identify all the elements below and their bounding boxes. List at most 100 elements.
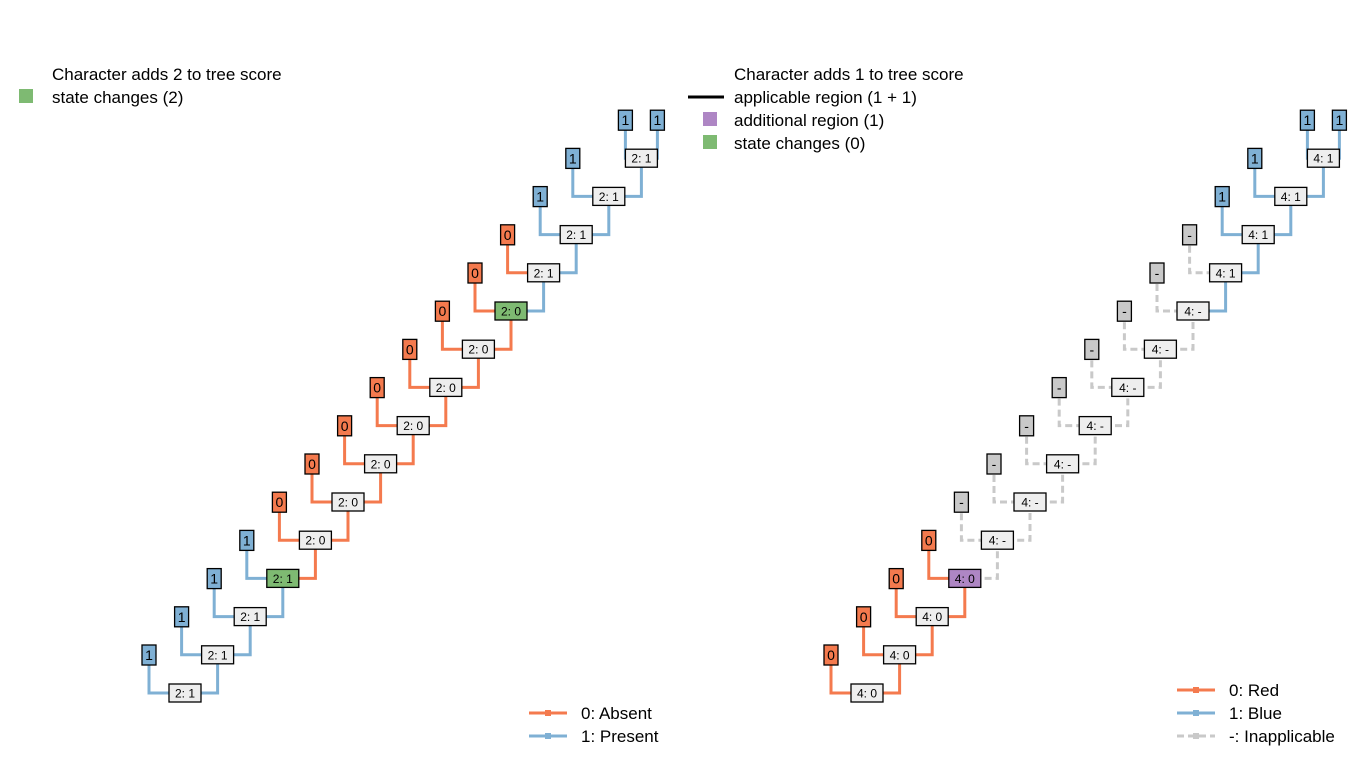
- tip-label: 0: [406, 341, 414, 357]
- state-legend-marker-absent: [545, 710, 551, 716]
- node-label: 2: 0: [403, 419, 423, 433]
- tip-box: [1181, 224, 1198, 246]
- node-label: 2: 1: [240, 610, 260, 624]
- node-label: 2: 1: [631, 152, 651, 166]
- node-box: [266, 568, 300, 589]
- tip-box: [1149, 262, 1165, 284]
- tip-label: 0: [827, 647, 835, 663]
- tip-label: 0: [341, 418, 349, 434]
- node-label: 4: 0: [922, 610, 942, 624]
- tip-label: 1: [569, 150, 577, 166]
- tip-label: 0: [276, 494, 284, 510]
- state-legend-label-red: 0: Red: [1229, 681, 1279, 700]
- tip-label: 1: [1218, 189, 1226, 205]
- node-box: [461, 339, 496, 359]
- tip-label: -: [1024, 418, 1029, 434]
- right-legend: Character adds 1 to tree score applicabl…: [688, 65, 964, 153]
- node-box: [1013, 492, 1047, 512]
- edges: [829, 120, 1341, 695]
- right-legend-label-state-changes: state changes (0): [734, 134, 865, 153]
- node-box: [1274, 186, 1308, 207]
- tip-box: [1051, 376, 1067, 399]
- node-label: 2: 1: [599, 190, 619, 204]
- tip-label: -: [1089, 341, 1094, 357]
- left-legend: Character adds 2 to tree score state cha…: [19, 65, 282, 107]
- node-box: [624, 148, 659, 168]
- tip-box: [953, 491, 970, 513]
- node-label: 4: 1: [1281, 190, 1301, 204]
- tip-box: [271, 491, 288, 513]
- right-legend-title: Character adds 1 to tree score: [734, 65, 964, 84]
- tip-box: [402, 338, 418, 361]
- tip-label: 1: [210, 571, 218, 587]
- tip-box: [1214, 185, 1230, 208]
- node-label: 2: 0: [436, 381, 456, 395]
- tip-box: [467, 262, 483, 284]
- node-label: 4: -: [1152, 343, 1169, 357]
- tip-box: [617, 109, 634, 131]
- node-label: 4: -: [1119, 381, 1136, 395]
- tip-label: 0: [439, 303, 447, 319]
- left-tree: 1 1 1 1 0 0 0 0 0 0 0 0 1 1 1 1 2: 1 2: 1 2: 1 2: 1 2: 0 2: 0…: [141, 109, 666, 703]
- tip-label: 0: [471, 265, 479, 281]
- node-box: [200, 645, 235, 665]
- tip-box: [823, 644, 839, 666]
- tip-label: 1: [178, 609, 186, 625]
- tip-label: 0: [373, 380, 381, 396]
- right-legend-label-applicable-region: applicable region (1 + 1): [734, 88, 917, 107]
- right-tree: 1 1 1 1 - - - - - - - - 0 0 0 0 4: 1 4: 1 4: 1 4: 1 4: - 4: -…: [823, 109, 1348, 703]
- tip-label: 1: [622, 112, 630, 128]
- tip-label: 0: [892, 571, 900, 587]
- node-box: [396, 415, 430, 436]
- tip-label: -: [1187, 227, 1192, 243]
- tip-box: [239, 529, 255, 552]
- tip-label: 0: [504, 227, 512, 243]
- tip-label: 1: [536, 189, 544, 205]
- node-label: 2: 0: [468, 343, 488, 357]
- node-box: [526, 263, 561, 283]
- tip-label: 0: [860, 609, 868, 625]
- node-label: 4: -: [1184, 305, 1201, 319]
- tip-label: 0: [925, 532, 933, 548]
- node-box: [915, 606, 949, 627]
- tip-box: [141, 644, 157, 666]
- node-box: [559, 224, 593, 245]
- node-label: 4: 0: [857, 687, 877, 701]
- node-label: 2: 1: [566, 228, 586, 242]
- node-label: 4: 1: [1313, 152, 1333, 166]
- tip-box: [1084, 338, 1100, 361]
- node-box: [1241, 224, 1275, 245]
- tip-box: [888, 567, 904, 590]
- node-box: [1208, 263, 1243, 283]
- state-legend-label-inapplicable: -: Inapplicable: [1229, 727, 1335, 746]
- node-box: [1143, 339, 1178, 359]
- tip-box: [1116, 300, 1133, 322]
- tip-label: 1: [243, 532, 251, 548]
- tip-box: [1331, 109, 1348, 131]
- tip-box: [304, 453, 320, 475]
- left-legend-swatch-state-changes: [19, 89, 33, 103]
- node-box: [850, 683, 884, 703]
- node-label: 2: 1: [208, 648, 228, 662]
- node-label: 2: 1: [273, 572, 293, 586]
- node-label: 2: 1: [534, 266, 554, 280]
- tip-box: [532, 185, 548, 208]
- node-box: [1078, 415, 1112, 436]
- node-label: 2: 0: [501, 305, 521, 319]
- tip-box: [434, 300, 451, 322]
- tip-label: -: [1122, 303, 1127, 319]
- state-legend-label-blue: 1: Blue: [1229, 704, 1282, 723]
- node-box: [1045, 454, 1080, 474]
- node-box: [1111, 377, 1145, 398]
- tip-box: [855, 606, 872, 628]
- node-label: 4: 1: [1248, 228, 1268, 242]
- node-label: 4: -: [1087, 419, 1104, 433]
- node-label: 4: 0: [955, 572, 975, 586]
- tip-box: [499, 224, 516, 246]
- tip-label: -: [1057, 380, 1062, 396]
- node-label: 4: -: [989, 534, 1006, 548]
- node-label: 4: -: [1021, 496, 1038, 510]
- left-legend-label-state-changes: state changes (2): [52, 88, 183, 107]
- tip-label: -: [959, 494, 964, 510]
